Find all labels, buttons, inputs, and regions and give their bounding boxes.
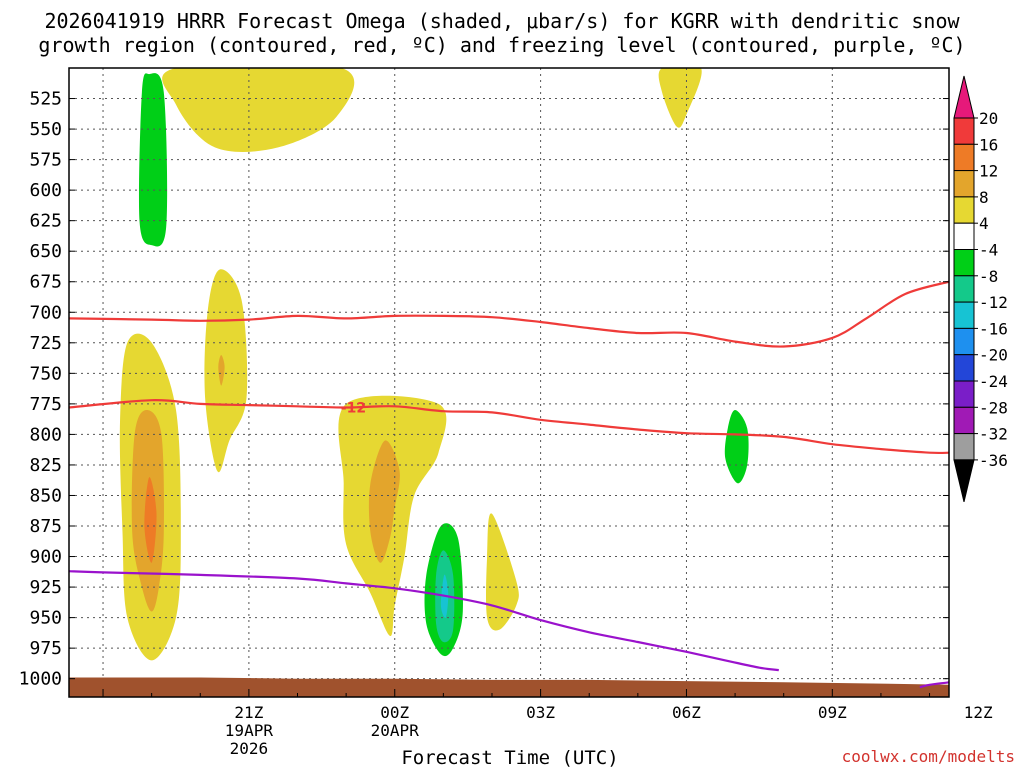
y-tick-label-800: 800 <box>29 424 62 445</box>
omega-shaded-regions <box>119 68 749 661</box>
colorbar-label-0: 20 <box>979 109 998 128</box>
chart-title-line1: 2026041919 HRRR Forecast Omega (shaded, … <box>44 9 960 33</box>
terrain-ground-fill <box>69 677 949 697</box>
x-tick-date-00Z: 20APR <box>371 721 420 740</box>
y-tick-label-675: 675 <box>29 272 62 293</box>
terrain-layer <box>69 677 949 697</box>
colorbar-label-7: -12 <box>979 293 1008 312</box>
colorbar-bin-9 <box>953 327 975 356</box>
y-tick-label-975: 975 <box>29 638 62 659</box>
colorbar-label-3: 8 <box>979 188 989 207</box>
colorbar-label-4: 4 <box>979 214 989 233</box>
colorbar-bin-12 <box>953 406 975 435</box>
contour-lines: -12 <box>69 280 949 689</box>
series-line-3 <box>919 681 949 689</box>
colorbar-bottom-arrow <box>953 459 975 503</box>
colorbar-bin-3 <box>953 170 975 198</box>
y-tick-label-575: 575 <box>29 150 62 171</box>
series-line-1 <box>69 399 949 455</box>
colorbar-label-11: -28 <box>979 398 1008 417</box>
x-tick-label-12Z: 12Z <box>964 703 993 722</box>
plot-frame <box>68 67 950 698</box>
y-tick-label-925: 925 <box>29 577 62 598</box>
colorbar-bin-2 <box>953 143 975 172</box>
colorbar-bin-8 <box>953 301 975 329</box>
colorbar-bin-11 <box>953 380 975 408</box>
plot-area: -12 <box>68 67 950 698</box>
colorbar-label-6: -8 <box>979 267 998 286</box>
shaded-region-rising-8-mid-left-dot <box>218 355 225 386</box>
y-tick-label-625: 625 <box>29 211 62 232</box>
colorbar-label-8: -16 <box>979 319 1008 338</box>
x-tick-label-06Z: 06Z <box>672 703 701 722</box>
colorbar-label-9: -20 <box>979 346 1008 365</box>
colorbar-bin-10 <box>953 354 975 382</box>
colorbar-bin-13 <box>953 433 975 461</box>
colorbar-bin-4 <box>953 196 975 224</box>
x-tick-date-21Z: 19APR <box>225 721 274 740</box>
colorbar-bin-6 <box>953 249 975 277</box>
chart-title-line2: growth region (contoured, red, ºC) and f… <box>38 33 965 57</box>
colorbar-label-1: 16 <box>979 135 998 154</box>
colorbar-label-10: -24 <box>979 372 1008 391</box>
y-axis: 525 550 575 600 625 650 675 700 725 750 775 800 825 8… <box>19 89 949 690</box>
y-tick-label-775: 775 <box>29 394 62 415</box>
y-tick-label-950: 950 <box>29 608 62 629</box>
colorbar-label-12: -32 <box>979 425 1008 444</box>
y-tick-label-825: 825 <box>29 455 62 476</box>
x-tick-label-00Z: 00Z <box>380 703 409 722</box>
y-tick-label-1000: 1000 <box>19 669 62 690</box>
grid-lines <box>69 68 949 697</box>
colorbar-bin-5 <box>953 222 975 250</box>
colorbar: 20 16 12 8 4 -4 -8 -12 -16 -20 -24 -28 -32 -36 <box>953 75 1008 503</box>
y-tick-label-550: 550 <box>29 119 62 140</box>
y-tick-label-525: 525 <box>29 89 62 110</box>
y-tick-label-725: 725 <box>29 333 62 354</box>
series-label-1: -12 <box>341 400 366 416</box>
x-tick-label-21Z: 21Z <box>234 703 263 722</box>
shaded-region-rising-4-right-of-green <box>486 513 519 631</box>
y-tick-label-700: 700 <box>29 302 62 323</box>
x-tick-label-03Z: 03Z <box>526 703 555 722</box>
series-line-2 <box>69 570 779 672</box>
x-axis-label: Forecast Time (UTC) <box>401 747 618 768</box>
y-tick-label-850: 850 <box>29 485 62 506</box>
colorbar-bin-1 <box>953 117 975 145</box>
colorbar-top-arrow <box>953 75 975 119</box>
shaded-region-rising-8-lower-mid <box>368 440 400 563</box>
x-tick-label-09Z: 09Z <box>818 703 847 722</box>
colorbar-label-13: -36 <box>979 451 1008 470</box>
y-tick-label-650: 650 <box>29 241 62 262</box>
y-tick-label-600: 600 <box>29 180 62 201</box>
x-tick-year-21Z: 2026 <box>230 739 269 758</box>
y-tick-label-750: 750 <box>29 363 62 384</box>
y-tick-label-875: 875 <box>29 516 62 537</box>
colorbar-label-5: -4 <box>979 241 998 260</box>
watermark: coolwx.com/modelts <box>842 747 1015 766</box>
colorbar-label-2: 12 <box>979 162 998 181</box>
y-tick-label-900: 900 <box>29 547 62 568</box>
series-line-0 <box>69 280 949 348</box>
colorbar-bin-7 <box>953 275 975 303</box>
shaded-region-rising-12-lower-left <box>144 477 157 563</box>
shaded-region-rising-4-upper-mid <box>658 68 702 128</box>
shaded-region-rising-4-upper-left <box>162 68 355 153</box>
